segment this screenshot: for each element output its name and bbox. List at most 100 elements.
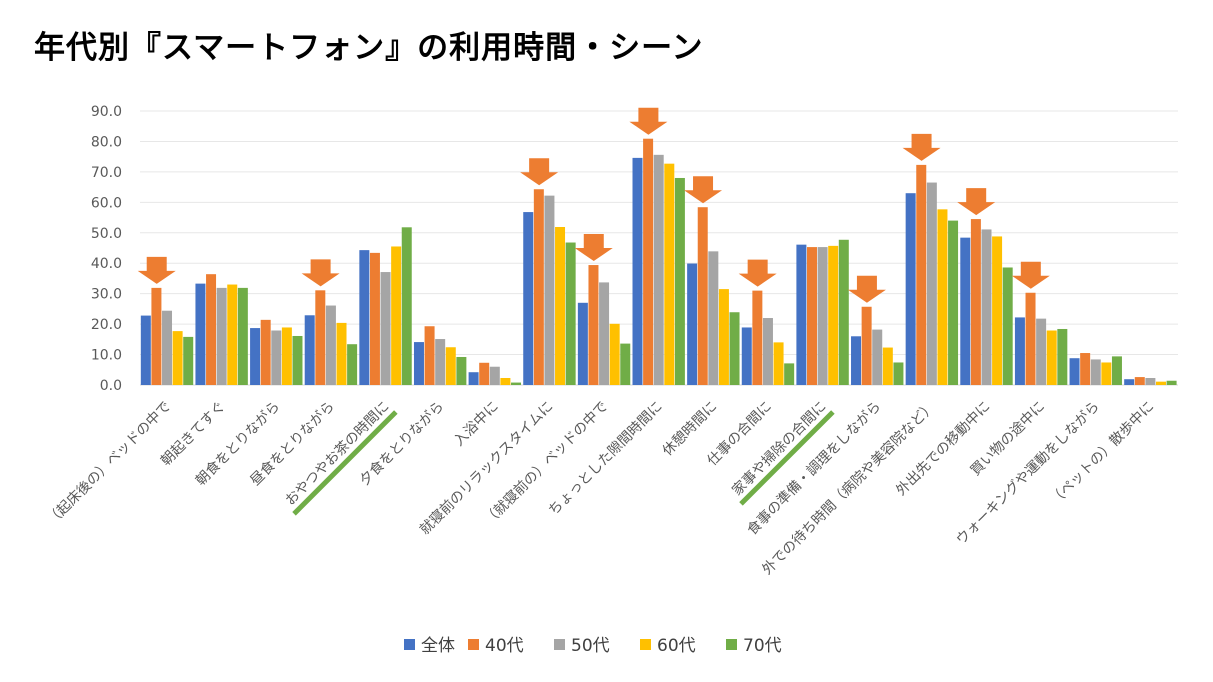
bar-全体 [1014, 317, 1025, 385]
bar-70代 [948, 220, 959, 385]
bar-60代 [664, 163, 675, 385]
bar-全体 [577, 302, 588, 385]
bar-全体 [359, 250, 370, 385]
bar-70代 [237, 287, 248, 385]
x-category-label: 外出先での移動中に [893, 399, 993, 499]
legend-swatch-40代 [468, 639, 479, 650]
bar-40代 [424, 326, 435, 385]
bar-50代 [1090, 359, 1101, 385]
bar-40代 [1080, 353, 1091, 385]
y-tick-label: 0.0 [100, 378, 122, 394]
highlight-arrow-icon [574, 234, 613, 262]
bar-40代 [206, 274, 217, 385]
bar-40代 [970, 219, 981, 385]
legend-label: 40代 [485, 636, 524, 656]
bar-40代 [315, 290, 326, 385]
highlight-arrow-icon [520, 158, 559, 186]
bar-70代 [1111, 356, 1122, 385]
y-tick-label: 20.0 [91, 317, 122, 333]
bar-40代 [752, 290, 763, 385]
bar-50代 [1145, 377, 1156, 385]
bar-全体 [195, 283, 206, 385]
bar-40代 [588, 265, 599, 385]
bar-全体 [250, 328, 261, 385]
bar-40代 [369, 252, 380, 385]
bar-70代 [401, 227, 412, 385]
bar-70代 [1002, 267, 1013, 385]
bar-60代 [172, 331, 183, 385]
bar-70代 [784, 363, 795, 385]
bar-50代 [872, 329, 883, 385]
legend-label: 70代 [743, 636, 782, 656]
bar-40代 [479, 362, 490, 385]
bar-60代 [445, 347, 456, 385]
bar-70代 [674, 177, 685, 385]
bar-40代 [861, 306, 872, 385]
highlight-arrow-icon [1011, 261, 1050, 289]
x-category-label: 入浴中に [451, 399, 502, 450]
bar-全体 [1124, 379, 1135, 385]
bar-全体 [741, 327, 752, 385]
bar-50代 [325, 305, 336, 385]
bar-60代 [1155, 381, 1166, 385]
highlight-arrow-icon [301, 259, 340, 287]
highlight-underline [292, 410, 398, 516]
bar-70代 [620, 343, 631, 385]
bar-70代 [183, 336, 194, 385]
bar-60代 [500, 377, 511, 385]
bar-50代 [489, 366, 500, 385]
bar-50代 [762, 318, 773, 385]
bar-40代 [260, 319, 271, 385]
bar-60代 [555, 226, 566, 385]
y-tick-label: 10.0 [91, 348, 122, 364]
x-category-label: （起床後の）ベッドの中で [44, 399, 174, 529]
bar-50代 [271, 330, 282, 385]
legend-swatch-全体 [404, 639, 415, 650]
bar-50代 [653, 154, 664, 385]
bar-50代 [162, 310, 173, 385]
y-tick-label: 40.0 [91, 256, 122, 272]
x-category-label: （ペットの）散歩中に [1047, 399, 1157, 509]
bar-全体 [1069, 358, 1080, 385]
highlight-arrow-icon [902, 133, 941, 161]
legend-label: 60代 [657, 636, 696, 656]
bar-40代 [151, 287, 162, 385]
bar-全体 [304, 315, 315, 385]
bar-50代 [216, 287, 227, 385]
bar-70代 [347, 344, 358, 385]
chart-title: 年代別『スマートフォン』の利用時間・シーン [34, 30, 704, 66]
bar-60代 [992, 236, 1003, 385]
bar-50代 [380, 272, 391, 385]
bar-全体 [796, 244, 807, 385]
bar-50代 [708, 251, 719, 385]
bar-60代 [828, 245, 839, 385]
highlight-arrow-icon [957, 188, 996, 216]
bar-70代 [511, 382, 522, 385]
highlight-arrow-icon [137, 256, 176, 284]
bar-全体 [140, 315, 151, 385]
bar-50代 [1036, 318, 1047, 385]
bar-全体 [960, 237, 971, 385]
bar-60代 [1101, 362, 1112, 385]
y-tick-label: 70.0 [91, 165, 122, 181]
highlight-arrow-icon [847, 275, 886, 303]
bar-60代 [882, 347, 893, 385]
bar-70代 [893, 362, 904, 385]
highlight-arrow-icon [629, 107, 668, 135]
y-tick-label: 60.0 [91, 195, 122, 211]
bar-70代 [456, 356, 467, 385]
bar-60代 [773, 342, 784, 385]
y-tick-label: 80.0 [91, 134, 122, 150]
bar-60代 [281, 327, 292, 385]
bar-40代 [1025, 292, 1036, 385]
bar-40代 [533, 189, 544, 385]
legend-swatch-50代 [554, 639, 565, 650]
bar-40代 [643, 138, 654, 385]
bar-全体 [523, 212, 534, 385]
bar-60代 [391, 246, 402, 385]
bar-40代 [916, 164, 927, 385]
x-category-label: おやつやお茶の時間に [282, 399, 392, 509]
bar-40代 [806, 247, 817, 385]
x-category-label: 家事や掃除の合間に [729, 398, 830, 499]
